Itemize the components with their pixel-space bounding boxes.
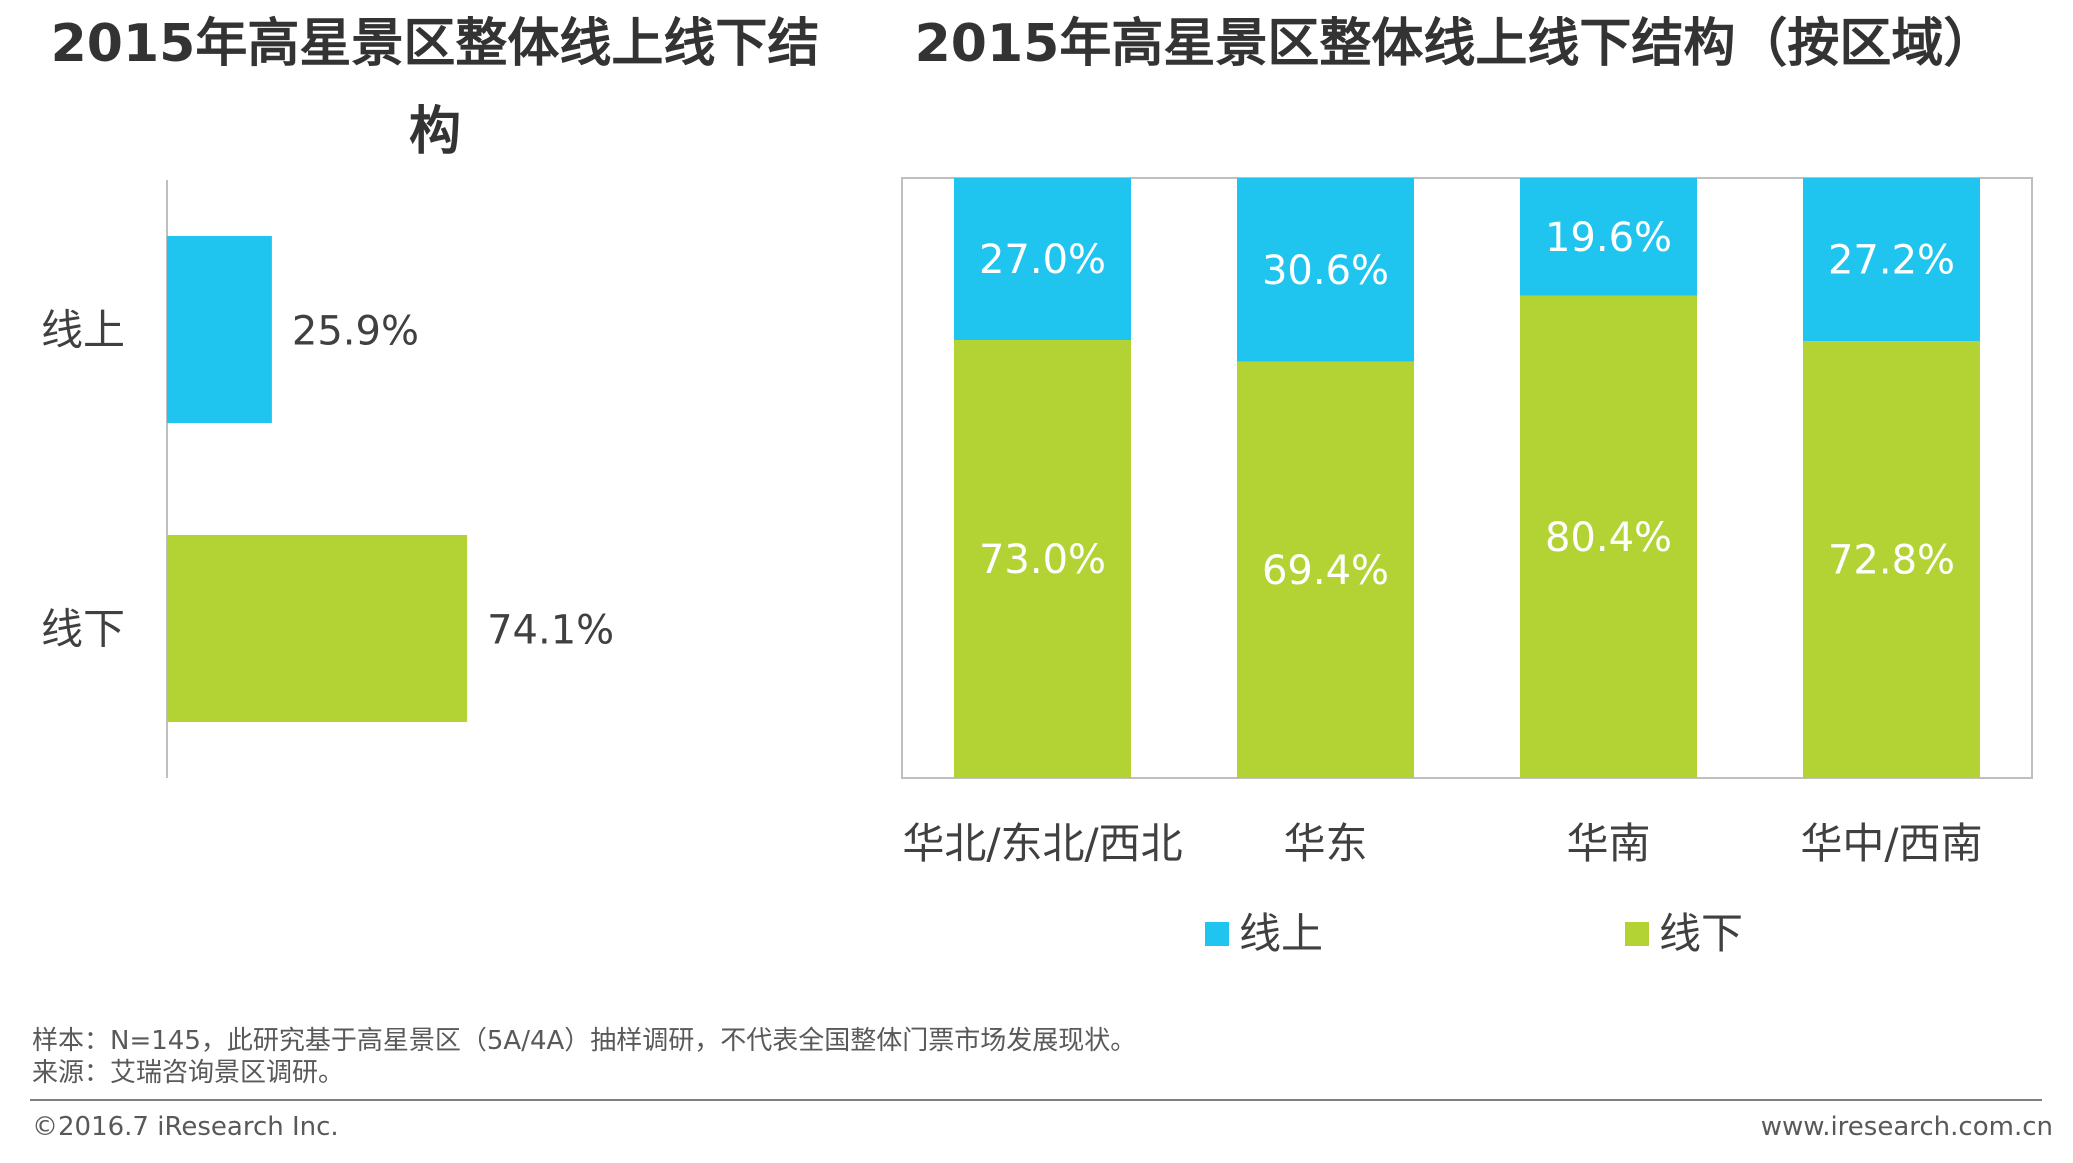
- data-label-offline-3: 72.8%: [1828, 538, 1955, 584]
- segment-online-1: [1237, 178, 1414, 362]
- bar-0: [167, 236, 272, 423]
- segment-offline-2: [1520, 295, 1697, 778]
- data-label-offline-0: 73.0%: [979, 537, 1106, 583]
- right-chart-title: 2015年高星景区整体线上线下结构（按区域）: [914, 14, 1996, 74]
- website: www.iresearch.com.cn: [1760, 1112, 2053, 1142]
- data-label-online-3: 27.2%: [1828, 238, 1955, 284]
- category-label-0: 线上: [41, 306, 125, 355]
- x-tick-label-1: 华东: [1283, 819, 1367, 868]
- sample-note: 样本：N=145，此研究基于高星景区（5A/4A）抽样调研，不代表全国整体门票市…: [32, 1026, 1137, 1056]
- left-chart-title: 2015年高星景区整体线上线下结构: [50, 14, 820, 162]
- bar-1: [167, 535, 468, 722]
- plot-frame: [901, 177, 2033, 779]
- x-tick-label-0: 华北/东北/西北: [902, 819, 1182, 868]
- segment-online-0: [954, 178, 1131, 340]
- data-label-offline-2: 80.4%: [1545, 515, 1672, 561]
- source-note: 来源：艾瑞咨询景区调研。: [32, 1058, 345, 1088]
- copyright: ©2016.7 iResearch Inc.: [32, 1112, 339, 1142]
- category-label-1: 线下: [41, 605, 125, 654]
- legend-label-0: 线上: [1239, 909, 1323, 958]
- value-label-1: 74.1%: [487, 608, 614, 654]
- data-label-online-1: 30.6%: [1262, 248, 1389, 294]
- legend-label-1: 线下: [1659, 909, 1743, 958]
- segment-offline-1: [1237, 361, 1414, 778]
- footer-divider: [30, 1099, 2042, 1101]
- x-tick-label-2: 华南: [1566, 819, 1650, 868]
- x-tick-label-3: 华中/西南: [1800, 819, 1982, 868]
- legend-swatch-1: [1625, 922, 1649, 946]
- data-label-online-2: 19.6%: [1545, 215, 1672, 261]
- segment-online-2: [1520, 178, 1697, 296]
- value-label-0: 25.9%: [292, 309, 419, 355]
- data-label-offline-1: 69.4%: [1262, 548, 1389, 594]
- segment-online-3: [1803, 178, 1980, 342]
- data-label-online-0: 27.0%: [979, 237, 1106, 283]
- segment-offline-3: [1803, 341, 1980, 778]
- segment-offline-0: [954, 340, 1131, 778]
- legend-swatch-0: [1205, 922, 1229, 946]
